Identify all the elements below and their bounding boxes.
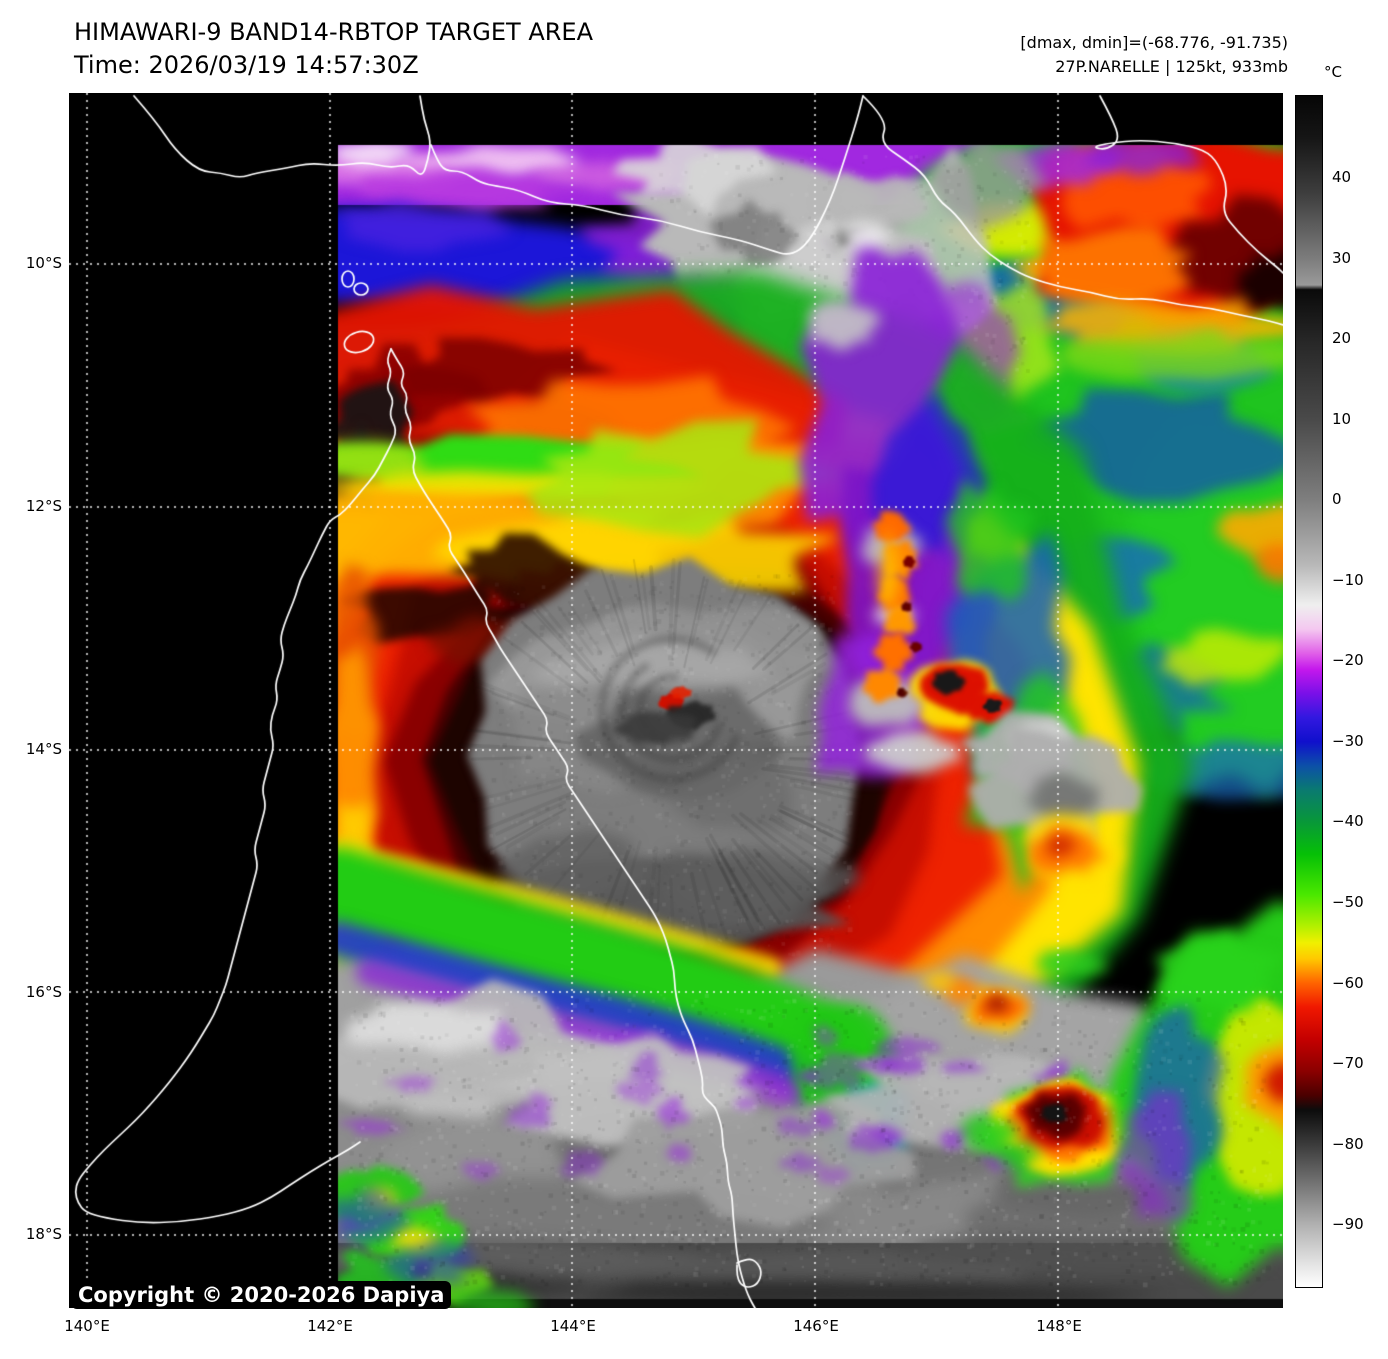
colorbar-tick-label: 20 xyxy=(1332,329,1352,348)
lat-tick-label: 14°S xyxy=(25,739,62,758)
lat-tick-label: 10°S xyxy=(25,254,62,272)
lat-tick-label: 12°S xyxy=(25,496,62,515)
colorbar-tick-label: −30 xyxy=(1332,731,1364,750)
colorbar-tick-label: −90 xyxy=(1332,1215,1364,1234)
lat-tick-label: 16°S xyxy=(25,982,62,1001)
colorbar-tick-label: −70 xyxy=(1332,1054,1364,1073)
colorbar-tick-label: 30 xyxy=(1332,248,1352,267)
dmax-dmin-label: [dmax, dmin]=(-68.776, -91.735) xyxy=(1020,33,1288,52)
satellite-image-canvas xyxy=(69,93,1283,1308)
colorbar-tick-label: −40 xyxy=(1332,812,1364,831)
lon-tick-label: 142°E xyxy=(307,1317,353,1335)
lon-tick-label: 146°E xyxy=(793,1317,839,1335)
time-label: Time: 2026/03/19 14:57:30Z xyxy=(74,51,419,79)
storm-info-label: 27P.NARELLE | 125kt, 933mb xyxy=(1055,57,1288,76)
lon-tick-label: 140°E xyxy=(64,1317,110,1335)
colorbar-tick-label: −20 xyxy=(1332,651,1364,670)
page-title: HIMAWARI-9 BAND14-RBTOP TARGET AREA xyxy=(74,18,594,46)
colorbar-tick-label: −50 xyxy=(1332,892,1364,911)
copyright-label: Copyright © 2020-2026 Dapiya xyxy=(71,1281,452,1309)
lon-tick-label: 144°E xyxy=(550,1317,596,1335)
lat-tick-label: 18°S xyxy=(25,1225,62,1244)
colorbar-tick-label: −10 xyxy=(1332,570,1364,589)
colorbar-tick-label: 10 xyxy=(1332,409,1352,428)
lon-tick-label: 148°E xyxy=(1036,1317,1082,1335)
colorbar-tick-label: −80 xyxy=(1332,1134,1364,1153)
colorbar-tick-label: −60 xyxy=(1332,973,1364,992)
colorbar-unit-label: °C xyxy=(1324,63,1342,81)
colorbar-tick-label: 40 xyxy=(1332,167,1352,186)
map-area xyxy=(69,93,1283,1308)
colorbar-tick-label: 0 xyxy=(1332,490,1342,509)
colorbar xyxy=(1295,95,1323,1288)
